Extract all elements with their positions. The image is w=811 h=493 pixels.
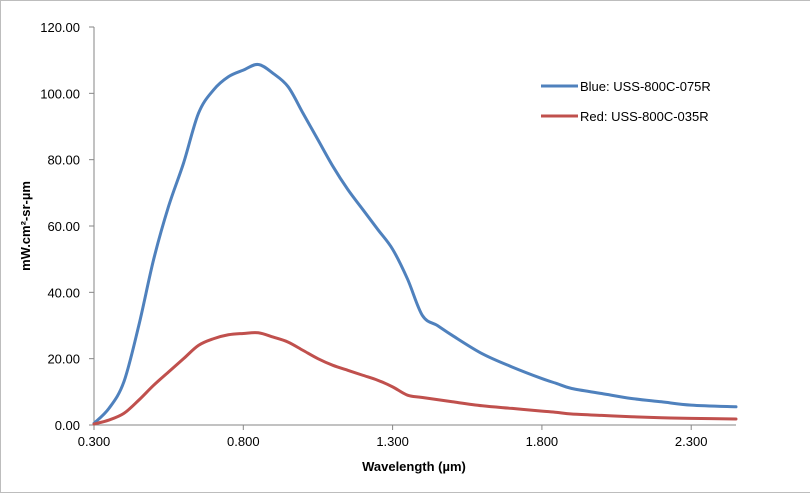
x-tick-label: 1.300 [376,434,409,449]
y-tick-label: 80.00 [47,153,80,168]
blue-series-line [92,62,738,425]
x-axis-title: Wavelength (µm) [362,459,466,474]
legend-label: Red: USS-800C-035R [580,109,709,124]
y-tick-label: 60.00 [47,219,80,234]
y-tick-label: 40.00 [47,285,80,300]
red-series-line [92,331,738,426]
legend-entry-blue: Blue: USS-800C-075R [541,79,711,94]
y-tick-label: 120.00 [40,20,80,35]
y-tick-label: 20.00 [47,352,80,367]
y-tick-label: 100.00 [40,86,80,101]
y-axis-title: mW.cm²-sr-µm [18,181,33,271]
legend-entry-red: Red: USS-800C-035R [541,109,709,124]
legend-label: Blue: USS-800C-075R [580,79,711,94]
x-tick-label: 1.800 [526,434,559,449]
x-tick-label: 2.300 [675,434,708,449]
x-tick-label: 0.300 [78,434,111,449]
y-tick-label: 0.00 [55,418,80,433]
x-tick-label: 0.800 [227,434,260,449]
